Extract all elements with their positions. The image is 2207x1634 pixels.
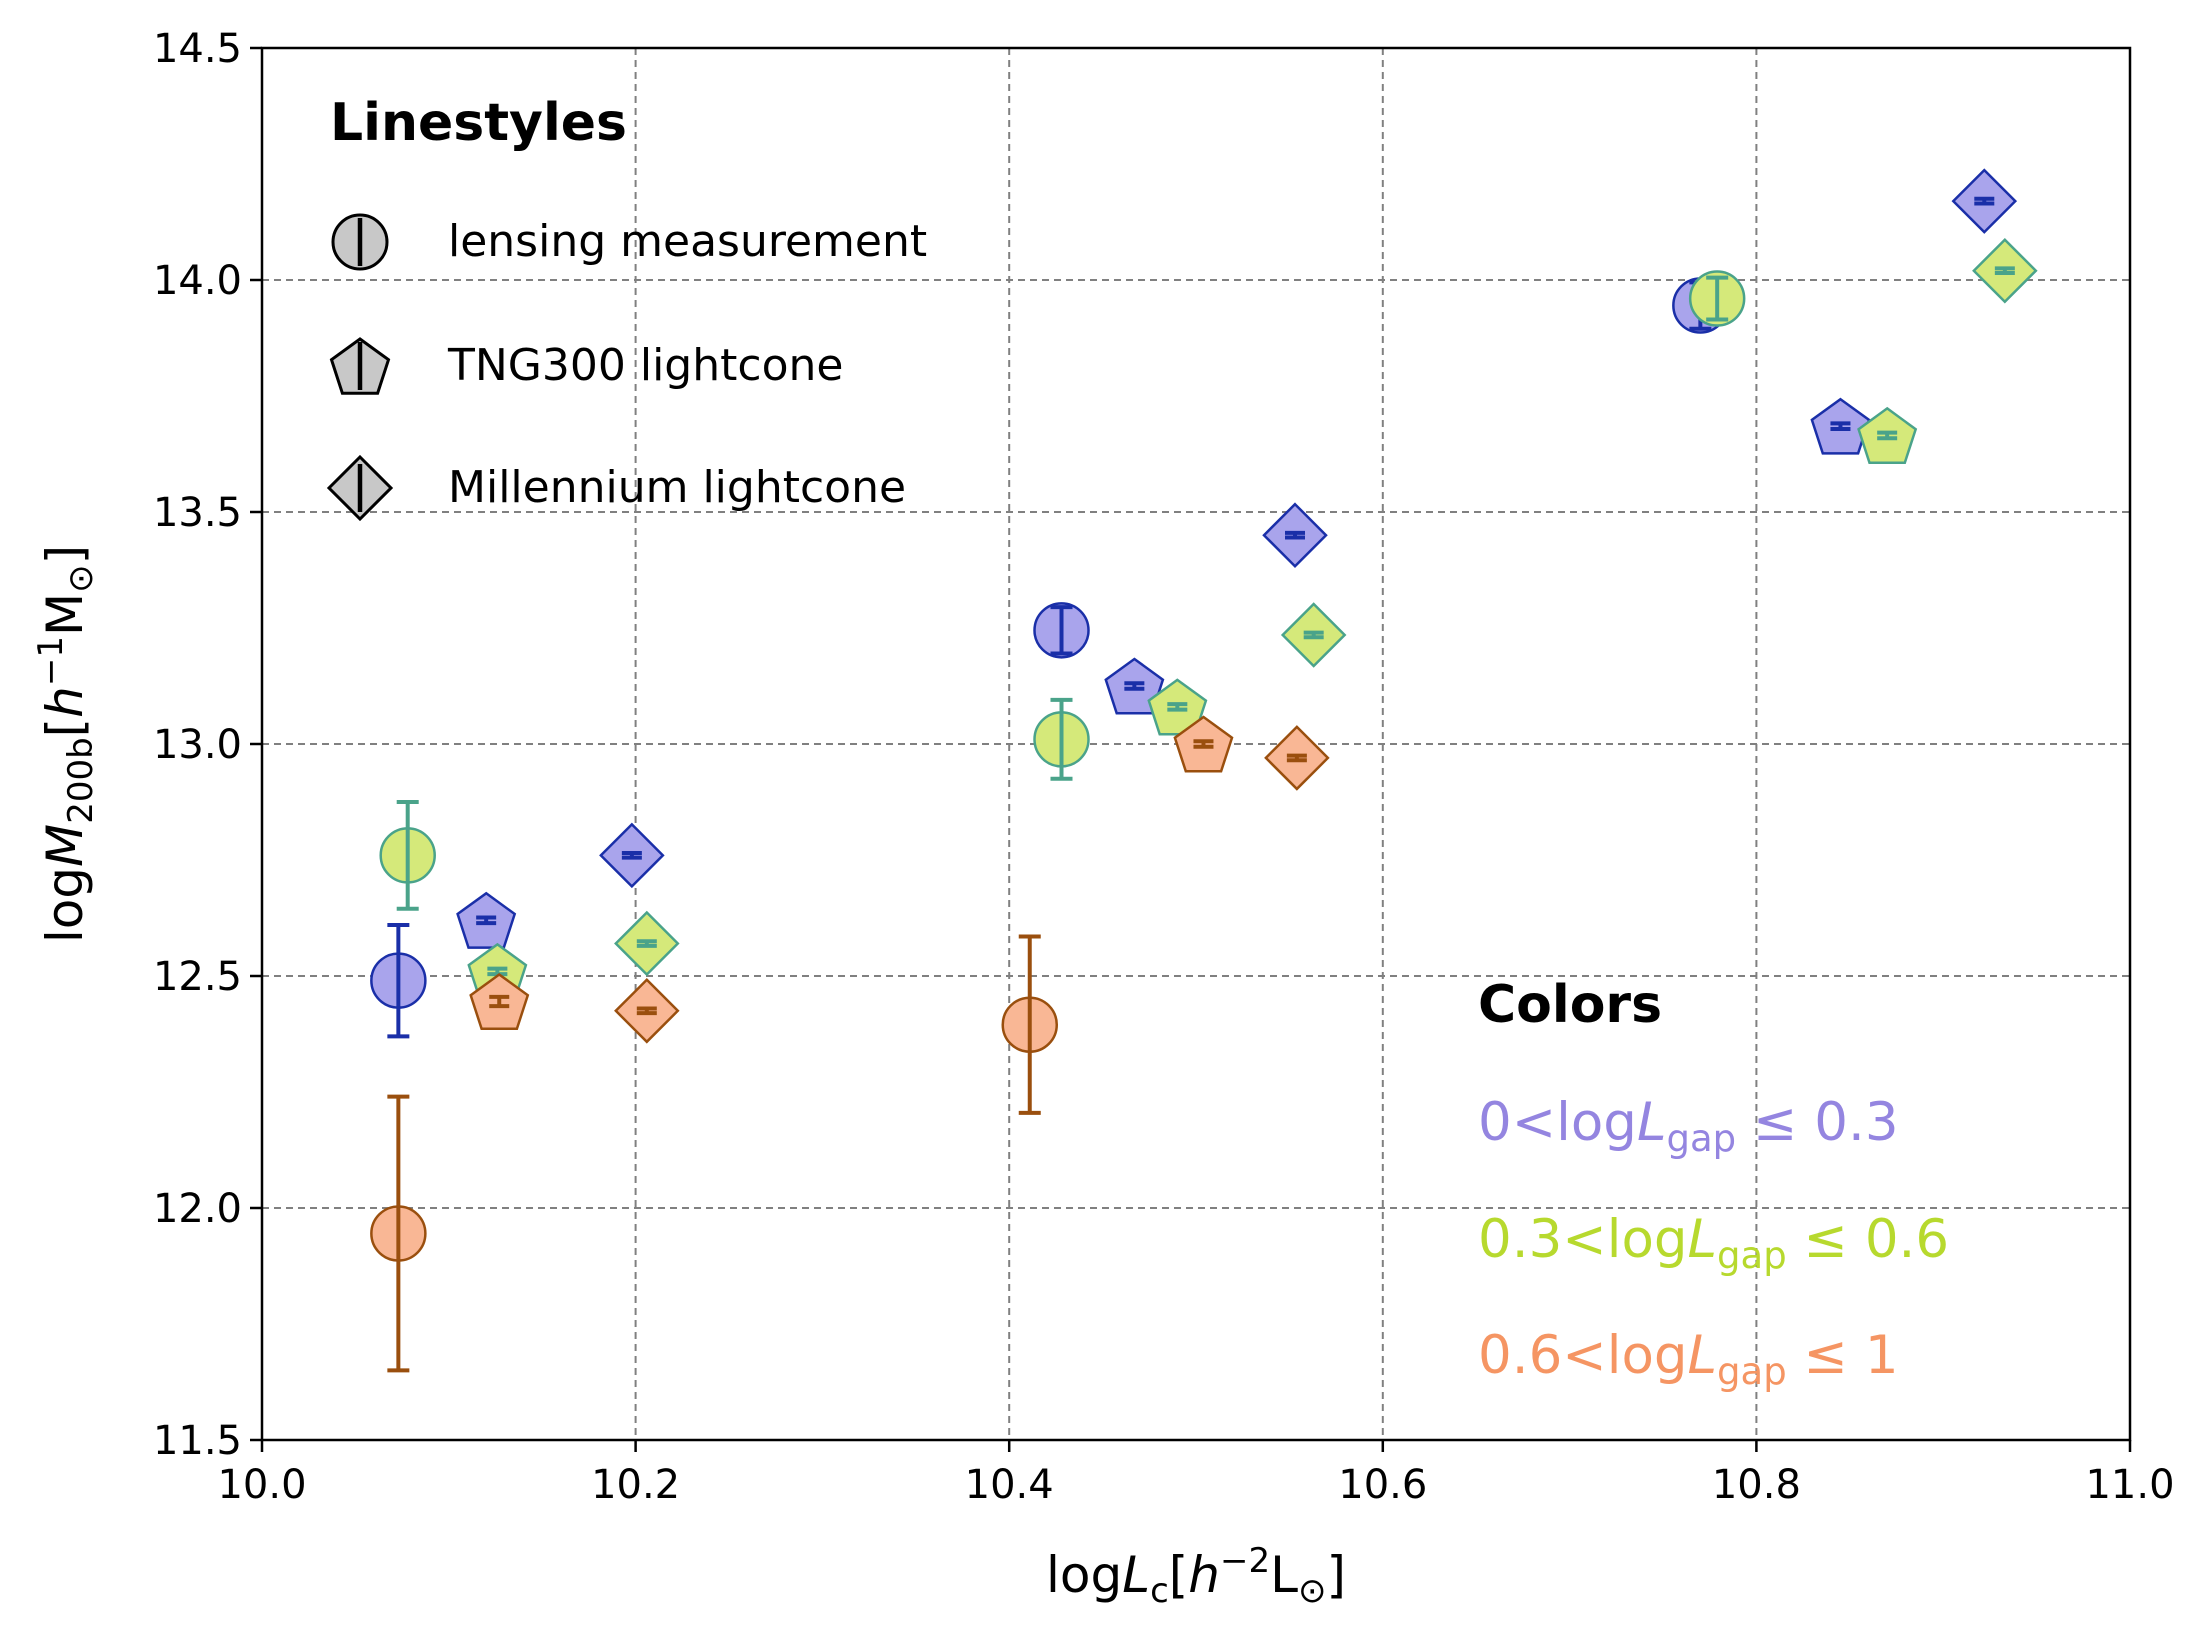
data-point-diamond: [599, 822, 665, 889]
data-point-circle: [1001, 934, 1058, 1115]
data-point-circle: [1033, 602, 1090, 659]
data-point-diamond: [614, 978, 680, 1044]
x-axis-title: logLc[h−2L⊙]: [1046, 1541, 1346, 1611]
grid: [262, 48, 2130, 1440]
data-point-pentagon: [469, 972, 530, 1031]
x-tick-label: 10.0: [217, 1462, 306, 1508]
y-tick-label: 13.5: [153, 490, 242, 536]
data-point-circle: [1688, 270, 1746, 327]
data-point-pentagon: [1857, 406, 1918, 464]
data-point-pentagon: [1810, 397, 1871, 455]
legend-colors-title: Colors: [1478, 975, 1662, 1035]
legend-colors: Colors 0<logLgap ≤ 0.3 0.3<logLgap ≤ 0.6…: [1478, 975, 1949, 1393]
legend-color-label-high: 0.6<logLgap ≤ 1: [1478, 1325, 1899, 1393]
legend-linestyles-markers: [326, 213, 394, 522]
y-axis-title: logM200b[h−1M⊙]: [31, 545, 101, 943]
x-tick-label: 11.0: [2085, 1462, 2174, 1508]
legend-label-lensing: lensing measurement: [448, 216, 927, 267]
legend-marker-pentagon: [329, 337, 391, 395]
data-point-diamond: [1262, 502, 1328, 568]
legend-color-label-low: 0<logLgap ≤ 0.3: [1478, 1092, 1899, 1160]
y-tick-label: 12.0: [153, 1186, 242, 1232]
legend-label-tng300: TNG300 lightcone: [447, 340, 843, 391]
data-point-diamond: [1951, 168, 2018, 234]
data-point-circle: [370, 1094, 427, 1373]
legend-color-label-mid: 0.3<logLgap ≤ 0.6: [1478, 1209, 1949, 1277]
data-point-circle: [370, 922, 427, 1039]
data-layer: [370, 168, 2038, 1373]
x-tick-label: 10.4: [965, 1462, 1054, 1508]
y-tick-label: 13.0: [153, 722, 242, 768]
data-point-circle: [1033, 697, 1090, 781]
legend-label-millennium: Millennium lightcone: [448, 462, 906, 513]
data-point-diamond: [614, 910, 680, 977]
y-tick-label: 14.5: [153, 26, 242, 72]
data-point-diamond: [1972, 237, 2038, 304]
y-tick-label: 12.5: [153, 954, 242, 1000]
x-tick-label: 10.2: [591, 1462, 680, 1508]
legend-linestyles-title: Linestyles: [330, 93, 627, 153]
data-point-pentagon: [1147, 678, 1208, 736]
data-point-diamond: [1264, 725, 1330, 791]
data-point-pentagon: [456, 891, 517, 949]
legend-marker-diamond: [326, 454, 394, 522]
data-point-diamond: [1280, 602, 1347, 668]
x-tick-label: 10.6: [1338, 1462, 1427, 1508]
y-tick-label: 14.0: [153, 258, 242, 304]
y-tick-label: 11.5: [153, 1418, 242, 1464]
x-tick-label: 10.8: [1712, 1462, 1801, 1508]
data-point-circle: [379, 800, 436, 911]
legend-marker-circle: [331, 213, 389, 271]
axes: 10.0 10.2 10.4 10.6 10.8 11.0 11.5 12.0 12.5 13.0…: [153, 26, 2175, 1508]
data-point-pentagon: [1173, 715, 1234, 773]
legend-linestyles: Linestyles lensing measurement TNG300 li…: [326, 93, 927, 522]
